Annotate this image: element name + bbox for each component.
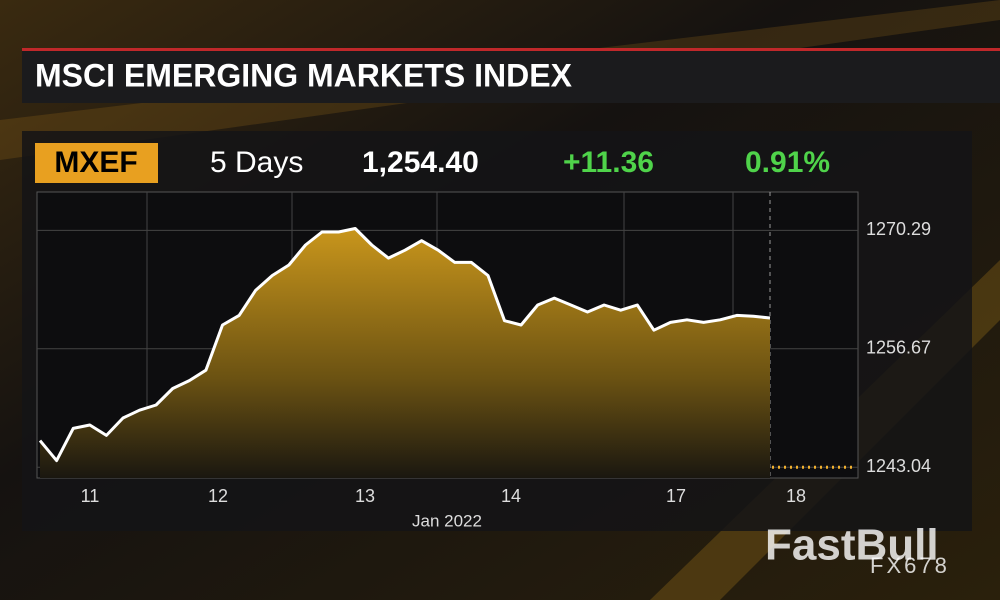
x-tick-label: 13	[355, 486, 375, 506]
symbol: MXEF	[54, 146, 137, 179]
area	[40, 228, 770, 478]
x-tick-label: 17	[666, 486, 686, 506]
period: 5 Days	[210, 146, 303, 179]
change: +11.36	[563, 146, 654, 179]
x-tick-label: 12	[208, 486, 228, 506]
y-tick-label: 1270.29	[866, 219, 931, 239]
watermark: FastBull	[765, 521, 939, 570]
x-axis-title: Jan 2022	[412, 511, 482, 530]
x-tick-label: 18	[786, 486, 806, 506]
line	[38, 227, 771, 463]
title-rule	[22, 48, 1000, 51]
x-tick-label: 14	[501, 486, 521, 506]
chart-title: MSCI EMERGING MARKETS INDEX	[35, 57, 573, 93]
y-tick-label: 1256.67	[866, 337, 931, 357]
y-tick-label: 1243.04	[866, 456, 931, 476]
symbol-box	[35, 143, 158, 183]
x-tick-label: 11	[81, 486, 100, 506]
last-price: 1,254.40	[362, 146, 479, 179]
change-pct: 0.91%	[745, 146, 830, 179]
title-bar	[22, 51, 1000, 103]
watermark-sub: FX678	[870, 553, 950, 578]
